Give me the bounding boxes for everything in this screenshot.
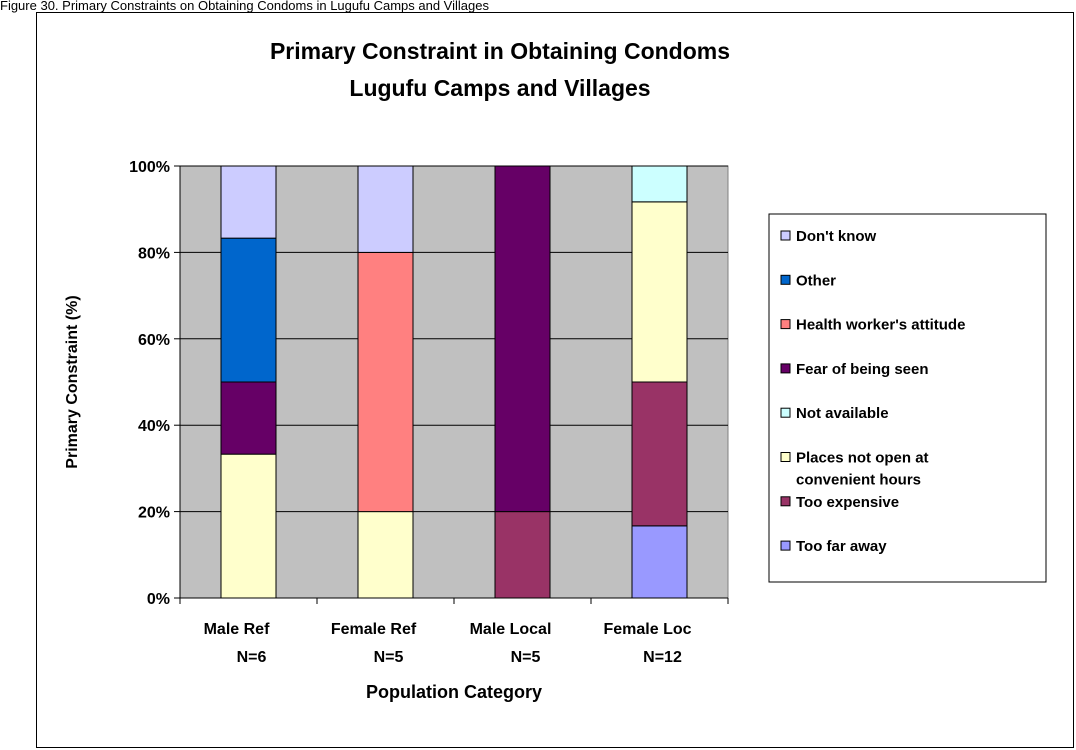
x-tick-label: Female Ref	[331, 621, 417, 638]
legend-swatch	[780, 452, 791, 462]
y-tick-label: 60%	[138, 332, 170, 349]
legend-item-places-not-open-at-convenient-hours: Places not open at convenient hours	[780, 450, 929, 489]
legend-item-other: Other	[780, 272, 836, 289]
chart-title-line-1: Primary Constraint in Obtaining Condoms	[270, 38, 730, 64]
bar-segment-health-worker-s-attitude	[357, 251, 414, 513]
y-tick-label: 40%	[138, 418, 170, 435]
legend-label: Fear of being seen	[796, 361, 929, 378]
axes	[174, 165, 729, 604]
x-tick-sample-size: N=5	[511, 649, 541, 666]
x-tick-sample-size: N=6	[237, 649, 267, 666]
legend-swatch	[780, 407, 791, 418]
legend-swatch	[780, 230, 791, 241]
x-tick-label: Male Ref	[204, 621, 270, 638]
legend-label: Health worker's attitude	[796, 317, 965, 334]
y-tick-label: 20%	[138, 505, 170, 522]
legend-item-health-worker-s-attitude: Health worker's attitude	[780, 317, 965, 334]
bar-series	[220, 165, 688, 599]
legend-swatch	[780, 363, 791, 374]
x-tick-sample-size: N=5	[374, 649, 404, 666]
y-tick-labels: 0% 20% 40% 60% 80% 100%	[129, 159, 170, 608]
x-tick-sample-size: N=12	[643, 649, 682, 666]
x-tick-label: Male Local	[470, 621, 552, 638]
bar-segment-other	[220, 237, 277, 383]
bar-segment-too-expensive	[631, 381, 688, 527]
legend-swatch	[780, 540, 791, 551]
bar-segment-too-expensive	[494, 511, 551, 599]
legend-label: Too far away	[796, 538, 887, 555]
figure-caption: Figure 30. Primary Constraints on Obtain…	[0, 0, 489, 13]
legend-label: Not available	[796, 405, 889, 422]
legend-label: Other	[796, 272, 836, 289]
legend-item-fear-of-being-seen: Fear of being seen	[780, 361, 929, 378]
legend: Don't know Other Health worker's attitude F…	[780, 228, 965, 555]
bar-segment-too-far-away	[631, 525, 688, 599]
bar-segment-don-t-know	[357, 165, 414, 253]
x-tick-labels: Male Ref N=6 Female Ref N=5 Male Local N=5 Fem…	[204, 621, 692, 666]
bar-segment-places-not-open-at-convenient-hours	[357, 511, 414, 599]
bar-segment-don-t-know	[220, 165, 277, 239]
legend-box	[768, 213, 1047, 583]
legend-label: Too expensive	[796, 494, 899, 511]
y-tick-label: 100%	[129, 159, 170, 176]
y-tick-label: 80%	[138, 245, 170, 262]
legend-item-don-t-know: Don't know	[780, 228, 877, 245]
y-axis-label: Primary Constraint (%)	[64, 295, 81, 468]
bar-segment-not-available	[631, 165, 688, 203]
legend-item-too-expensive: Too expensive	[780, 494, 899, 511]
legend-swatch	[780, 496, 791, 507]
legend-label: Don't know	[796, 228, 877, 245]
chart-title-line-2: Lugufu Camps and Villages	[349, 75, 650, 101]
legend-swatch	[780, 319, 791, 330]
x-axis-label: Population Category	[366, 682, 542, 702]
bar-segment-fear-of-being-seen	[220, 381, 277, 455]
legend-label: convenient hours	[796, 472, 921, 489]
legend-swatch	[780, 274, 791, 285]
legend-item-not-available: Not available	[780, 405, 889, 422]
bar-segment-places-not-open-at-convenient-hours	[631, 201, 688, 383]
bar-segment-places-not-open-at-convenient-hours	[220, 453, 277, 599]
bar-segment-fear-of-being-seen	[494, 165, 551, 513]
legend-label: Places not open at	[796, 450, 929, 467]
legend-item-too-far-away: Too far away	[780, 538, 887, 555]
y-tick-label: 0%	[147, 591, 170, 608]
x-tick-label: Female Loc	[603, 621, 691, 638]
